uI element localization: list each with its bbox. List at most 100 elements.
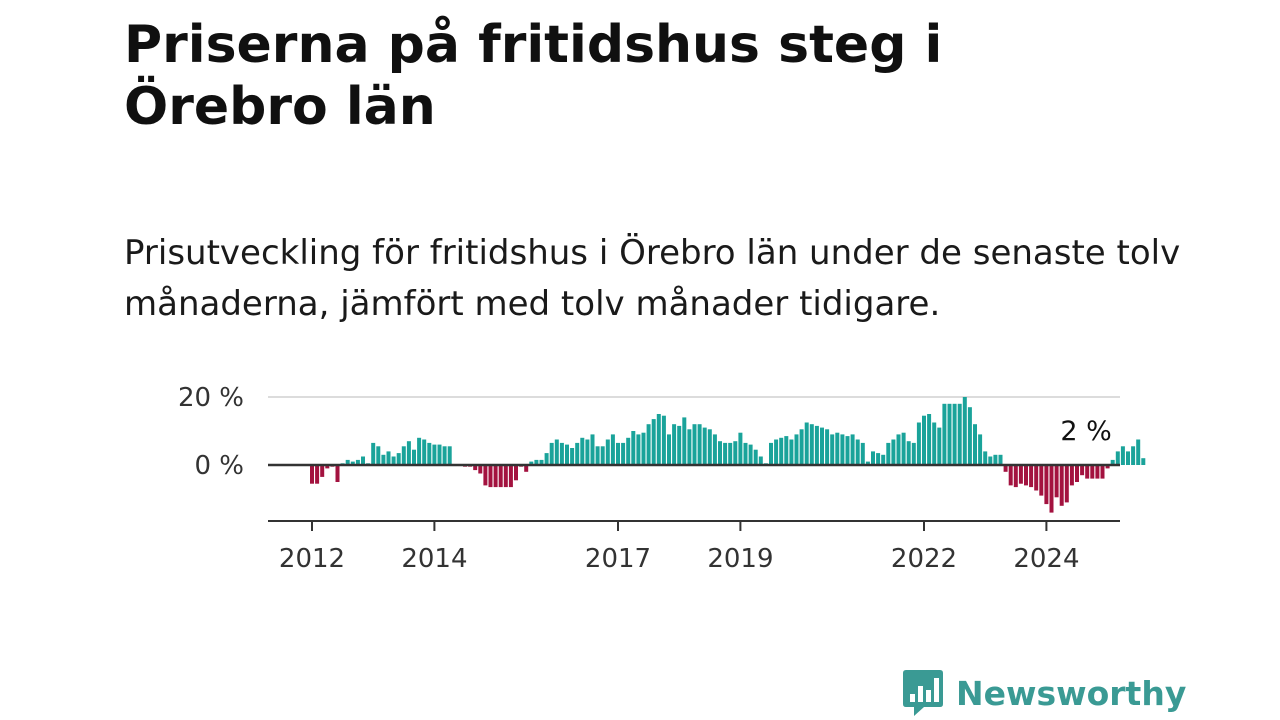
latest-value-label: 2 % — [1060, 416, 1111, 447]
chart-bar — [840, 434, 845, 465]
chart-bar — [697, 424, 702, 465]
x-tick-label: 2019 — [707, 544, 773, 574]
page-title: Priserna på fritidshus steg i Örebro län — [124, 15, 943, 137]
chart-bar — [881, 454, 886, 465]
chart-bar — [743, 442, 748, 465]
chart-bar — [544, 453, 549, 465]
axes — [268, 463, 1120, 531]
chart-bar — [498, 465, 503, 488]
chart-bar — [988, 456, 993, 465]
chart-bar — [804, 422, 809, 465]
chart-bar — [575, 442, 580, 465]
chart-bar — [386, 451, 391, 465]
chart-bar — [534, 459, 539, 465]
chart-bar — [1008, 465, 1013, 486]
chart-bar — [590, 434, 595, 465]
chart-bar — [779, 437, 784, 465]
chart-bar — [626, 437, 631, 465]
chart-bar — [855, 439, 860, 465]
chart-bar — [345, 459, 350, 465]
chart-bar — [677, 425, 682, 465]
chart-bar — [616, 442, 620, 465]
chart-bar — [967, 407, 972, 465]
chart-bar — [789, 439, 794, 465]
chart-bar — [774, 439, 779, 465]
chart-bar — [1131, 446, 1136, 465]
chart-bar — [539, 459, 544, 465]
chart-bar — [728, 442, 733, 465]
chart-bar — [758, 456, 763, 465]
chart-bar — [580, 437, 585, 465]
chart-bar — [738, 432, 743, 465]
chart-bar — [1034, 465, 1039, 491]
chart-bar — [427, 442, 432, 465]
chart-bar — [911, 442, 916, 465]
chart-bar — [1090, 465, 1095, 479]
chart-bar — [1054, 465, 1059, 498]
chart-bar — [376, 446, 381, 465]
chart-bar — [432, 444, 437, 465]
newsworthy-logo-icon — [903, 670, 943, 716]
chart-bar — [830, 434, 835, 465]
chart-bar — [871, 451, 875, 465]
chart-bar — [906, 441, 911, 465]
chart-bar — [651, 419, 656, 465]
chart-bar — [937, 427, 942, 465]
x-tick-label: 2017 — [585, 544, 651, 574]
chart-bar — [631, 431, 636, 465]
x-tick-label: 2024 — [1013, 544, 1079, 574]
chart-bar — [845, 436, 850, 465]
chart-bar — [549, 442, 554, 465]
chart-bar — [794, 434, 799, 465]
chart-bar — [922, 415, 926, 465]
chart-bar — [381, 454, 386, 465]
chart-bar — [1120, 446, 1125, 465]
chart-bar — [422, 439, 427, 465]
chart-bar — [585, 439, 590, 465]
chart-bar — [916, 422, 921, 465]
chart-bar — [687, 429, 692, 465]
chart-bar — [1059, 465, 1064, 506]
chart-bar — [718, 441, 722, 465]
chart-bar — [927, 414, 932, 465]
brand-name: Newsworthy — [956, 673, 1187, 713]
chart-bar — [661, 415, 666, 465]
chart-bar — [1115, 451, 1120, 465]
chart-bar — [723, 442, 728, 465]
chart-bar — [656, 414, 661, 465]
chart-bar — [391, 456, 396, 465]
chart-bar — [310, 465, 314, 484]
chart-bar — [401, 446, 406, 465]
chart-bar — [488, 465, 493, 488]
chart-bar — [1039, 465, 1044, 496]
chart-bar — [1029, 465, 1034, 488]
chart-bar — [315, 465, 320, 484]
chart-bar — [350, 461, 355, 465]
chart-bar — [667, 434, 671, 465]
chart-bar — [799, 429, 804, 465]
tick-labels: 0 % 20 % 2012 2014 2017 2019 2022 2024 2 % — [178, 383, 1112, 574]
chart-bar — [355, 459, 360, 465]
chart-bar — [1013, 465, 1018, 488]
chart-bar — [809, 424, 814, 465]
chart-bar — [973, 424, 977, 465]
y-tick-label: 20 % — [178, 383, 244, 413]
chart-bar — [478, 465, 483, 474]
chart-bar — [1003, 465, 1008, 472]
chart-bar — [437, 444, 442, 465]
chart-bar — [876, 453, 881, 465]
chart-bar — [565, 444, 569, 465]
chart-bar — [529, 461, 534, 465]
chart-bar — [1141, 458, 1146, 465]
chart-bar — [886, 442, 891, 465]
chart-bar — [1064, 465, 1069, 503]
chart-bar — [600, 446, 605, 465]
chart-bar — [641, 432, 646, 465]
chart-bar — [993, 454, 998, 465]
chart-bar — [1085, 465, 1090, 479]
chart-bar — [932, 422, 937, 465]
chart-bar — [707, 429, 712, 465]
chart-bar — [554, 439, 559, 465]
chart-bar — [406, 441, 411, 465]
